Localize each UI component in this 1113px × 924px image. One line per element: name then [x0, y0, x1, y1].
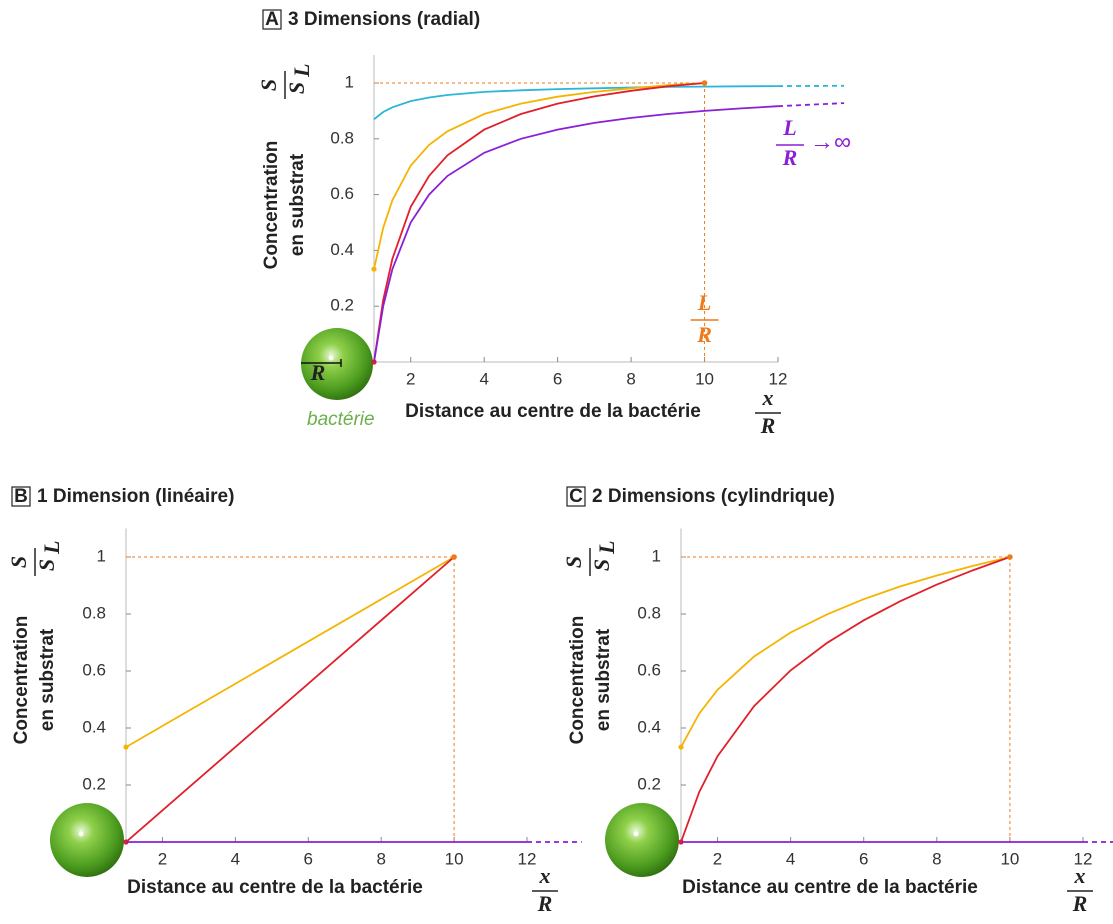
series-line [373, 85, 779, 121]
y-fraction: S SL [256, 64, 314, 99]
y-fraction-den: S [284, 82, 309, 94]
series-line [125, 556, 455, 748]
x-axis-label: Distance au centre de la bactérie [127, 877, 423, 898]
series-extension [777, 102, 845, 108]
start-point [678, 744, 684, 750]
panel-box [11, 486, 31, 507]
y-tick-label: 0.8 [330, 128, 354, 147]
panel-letter: C [569, 486, 583, 507]
bacterium-highlight [633, 831, 639, 837]
x-tick-label: 4 [479, 369, 488, 388]
series-line [373, 82, 705, 270]
reference-point [1007, 554, 1013, 560]
bacterium-highlight [328, 355, 334, 361]
y-tick-label: 1 [652, 546, 661, 565]
y-fraction-sub: L [289, 64, 314, 78]
y-axis-label: en substrat [287, 153, 308, 256]
y-fraction-den: S [34, 559, 59, 571]
panel-letter: B [14, 486, 28, 507]
reference-label-num: L [697, 290, 711, 315]
x-tick-label: 6 [859, 849, 868, 868]
start-point [371, 266, 377, 272]
x-axis-label: Distance au centre de la bactérie [682, 877, 978, 898]
x-tick-label: 10 [1000, 849, 1019, 868]
x-tick-label: 2 [406, 369, 415, 388]
y-axis-label: Concentration [567, 616, 588, 745]
series-line [373, 105, 779, 363]
x-fraction-num: x [1074, 863, 1086, 888]
y-tick-label: 0.2 [330, 296, 354, 315]
bacterium [301, 328, 373, 400]
panel-box [262, 9, 282, 30]
x-tick-label: 12 [1074, 849, 1093, 868]
x-fraction-den: R [537, 891, 553, 916]
x-tick-label: 2 [158, 849, 167, 868]
panel-title: 2 Dimensions (cylindrique) [592, 486, 835, 507]
y-fraction-den: S [589, 559, 614, 571]
x-tick-label: 4 [786, 849, 795, 868]
series-line [373, 82, 705, 363]
bacterium [605, 803, 679, 877]
start-point [123, 744, 129, 750]
y-tick-label: 0.2 [82, 774, 106, 793]
x-tick-label: 8 [626, 369, 635, 388]
y-tick-label: 0.6 [637, 660, 661, 679]
bacterium [50, 803, 124, 877]
x-tick-label: 8 [376, 849, 385, 868]
x-tick-label: 6 [553, 369, 562, 388]
y-tick-label: 0.2 [637, 774, 661, 793]
x-tick-label: 2 [713, 849, 722, 868]
y-fraction-num: S [256, 79, 281, 91]
x-fraction-den: R [760, 413, 776, 438]
panel-title: 3 Dimensions (radial) [288, 9, 480, 30]
y-tick-label: 0.6 [82, 660, 106, 679]
x-tick-label: 10 [445, 849, 464, 868]
series-line [125, 556, 455, 843]
y-tick-label: 0.4 [637, 717, 661, 736]
x-tick-label: 12 [769, 369, 788, 388]
y-tick-label: 0.4 [330, 240, 354, 259]
y-fraction-sub: L [39, 541, 64, 555]
panel-title: 1 Dimension (linéaire) [37, 486, 234, 507]
y-tick-label: 0.8 [637, 603, 661, 622]
y-tick-label: 1 [97, 546, 106, 565]
x-fraction-num: x [539, 863, 551, 888]
y-fraction-num: S [561, 556, 586, 568]
y-tick-label: 0.8 [82, 603, 106, 622]
x-tick-label: 6 [304, 849, 313, 868]
y-fraction: S SL [6, 541, 64, 576]
series-line [680, 556, 1011, 748]
y-fraction-num: S [6, 556, 31, 568]
y-tick-label: 0.6 [330, 184, 354, 203]
reference-label-den: R [696, 322, 712, 347]
reference-point [701, 80, 708, 86]
y-fraction: S SL [561, 541, 619, 576]
y-tick-label: 0.4 [82, 717, 106, 736]
x-axis-label: Distance au centre de la bactérie [405, 401, 701, 422]
x-fraction-num: x [762, 385, 774, 410]
reference-point [451, 554, 457, 560]
x-tick-label: 10 [695, 369, 714, 388]
y-fraction-sub: L [594, 541, 619, 555]
x-tick-label: 12 [518, 849, 537, 868]
x-tick-label: 8 [932, 849, 941, 868]
radius-label: R [310, 360, 326, 385]
y-axis-label: Concentration [261, 141, 282, 270]
bacterium-label: bactérie [307, 409, 375, 430]
panel-letter: A [265, 9, 279, 30]
y-axis-label: Concentration [11, 616, 32, 745]
limit-label-suffix: →∞ [810, 128, 851, 155]
x-tick-label: 4 [231, 849, 240, 868]
panel-box [566, 486, 586, 507]
y-axis-label: en substrat [37, 628, 58, 731]
bacterium-highlight [78, 831, 84, 837]
y-tick-label: 1 [345, 72, 354, 91]
limit-label-num: L [782, 115, 796, 140]
series-line [680, 556, 1011, 843]
limit-label-den: R [782, 145, 798, 170]
x-fraction-den: R [1072, 891, 1088, 916]
y-axis-label: en substrat [593, 628, 614, 731]
